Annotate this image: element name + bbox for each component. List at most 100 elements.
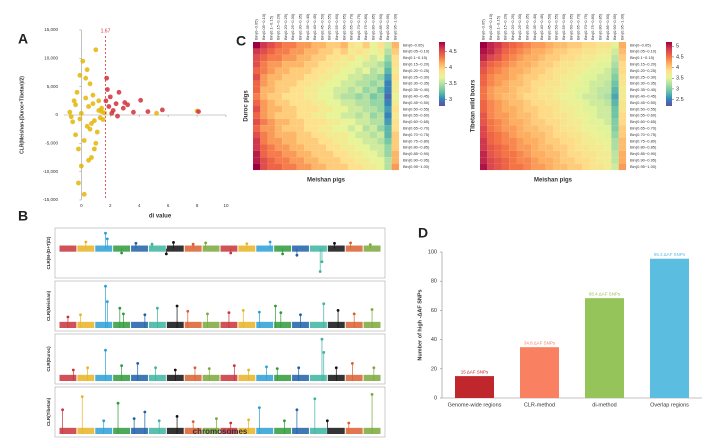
heat-cell — [611, 61, 619, 68]
heat-cell — [553, 144, 561, 151]
heat-cell — [391, 80, 400, 87]
heat-cell — [545, 74, 554, 81]
heat-cell — [574, 42, 583, 49]
chromosome-band — [292, 427, 309, 434]
heat-cell — [553, 67, 561, 75]
heat-cell — [582, 42, 590, 49]
heat-cell — [523, 125, 532, 132]
heat-cell — [480, 118, 488, 126]
point — [79, 313, 82, 317]
heat-cell — [260, 80, 268, 87]
heat-cell — [326, 99, 334, 107]
heat-cell — [523, 80, 532, 87]
heat-cell — [501, 93, 510, 100]
point — [352, 312, 356, 316]
heat-cell — [567, 61, 575, 68]
heat-cell — [282, 99, 290, 107]
heat-cell — [340, 150, 348, 158]
point — [295, 253, 299, 257]
heat-cell — [362, 163, 370, 171]
heat-cell — [326, 131, 334, 139]
heat-cell — [611, 118, 619, 126]
heat-cell — [260, 99, 268, 107]
heat-cell — [531, 150, 539, 158]
heat-cell — [296, 112, 305, 119]
x-tick-label: 6 — [167, 203, 170, 208]
heat-cell — [362, 138, 370, 145]
heat-cell — [531, 80, 539, 87]
heat-cell — [311, 157, 319, 164]
heat-cell — [355, 118, 363, 126]
heat-cell — [355, 163, 363, 171]
heat-cell — [611, 125, 619, 132]
heat-cell — [560, 125, 568, 132]
heat-cell — [501, 131, 510, 139]
panel-label: A — [18, 31, 28, 47]
heat-cell — [260, 106, 268, 113]
heat-cell — [289, 163, 297, 171]
chromosome-band — [256, 321, 274, 328]
heat-cell — [289, 99, 297, 107]
column-label: Bin(0.80~0.85) — [598, 13, 603, 40]
heat-cell — [574, 112, 583, 119]
heat-cell — [480, 144, 488, 151]
chromosome-band — [59, 427, 77, 434]
heat-cell — [304, 144, 312, 151]
heat-cell — [545, 67, 554, 75]
heat-cell — [362, 99, 370, 107]
heat-cell — [355, 54, 363, 62]
heat-cell — [604, 48, 612, 55]
heat-cell — [384, 48, 392, 55]
heat-cell — [545, 93, 554, 100]
heat-cell — [304, 86, 312, 94]
heat-cell — [340, 163, 348, 171]
heat-cell — [326, 54, 334, 62]
heat-cell — [560, 106, 568, 113]
heat-cell — [538, 80, 546, 87]
heat-cell — [326, 48, 334, 55]
point — [313, 397, 317, 401]
heat-cell — [523, 106, 532, 113]
heat-cell — [253, 112, 261, 119]
heat-cell — [369, 61, 378, 68]
heat-cell — [318, 106, 327, 113]
bar — [520, 347, 559, 398]
heat-cell — [391, 150, 400, 158]
heat-cell — [480, 157, 488, 164]
heat-cell — [582, 157, 590, 164]
heat-cell — [333, 42, 341, 49]
column-label: Bin(0.25~0.30) — [290, 13, 295, 40]
heat-cell — [333, 67, 341, 75]
heat-cell — [582, 131, 590, 139]
heat-cell — [487, 93, 495, 100]
heat-cell — [282, 54, 290, 62]
heat-cell — [267, 54, 275, 62]
point — [164, 252, 168, 256]
heat-cell — [384, 80, 392, 87]
heat-cell — [326, 138, 334, 145]
column-label: Bin(0.25~0.30) — [517, 13, 522, 40]
chromosome-band — [220, 427, 238, 434]
heat-cell — [347, 163, 356, 171]
heat-cell — [604, 42, 612, 49]
point — [155, 306, 159, 310]
column-label: Bin(0.90~0.95) — [385, 13, 390, 40]
heat-cell — [340, 93, 348, 100]
heat-cell — [538, 54, 546, 62]
column-label: Bin(0.60~0.65) — [568, 13, 573, 40]
heat-cell — [604, 93, 612, 100]
column-label: Bin(0.70~0.75) — [356, 13, 361, 40]
row-label: Bin(0.80~0.85) — [630, 145, 657, 150]
heat-cell — [567, 67, 575, 75]
chromosome-band — [77, 374, 95, 381]
heat-cell — [333, 138, 341, 145]
heat-cell — [340, 80, 348, 87]
heat-cell — [574, 144, 583, 151]
heat-cell — [553, 86, 561, 94]
heat-cell — [538, 86, 546, 94]
heat-cell — [494, 86, 502, 94]
heat-cell — [538, 93, 546, 100]
heat-cell — [574, 157, 583, 164]
heat-cell — [296, 138, 305, 145]
heat-cell — [480, 93, 488, 100]
